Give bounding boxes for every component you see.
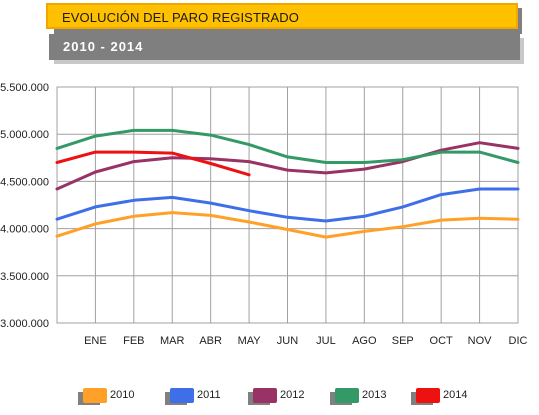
legend-symbol xyxy=(83,388,107,403)
legend-label: 2013 xyxy=(362,389,387,401)
legend-label: 2014 xyxy=(443,389,468,401)
legend-label: 2011 xyxy=(197,389,221,401)
x-tick-label: JUL xyxy=(316,335,336,347)
legend-symbol xyxy=(253,388,277,403)
series-line-2014 xyxy=(55,150,251,177)
x-tick-label: ENE xyxy=(84,335,107,347)
x-tick-label: FEB xyxy=(123,335,144,347)
legend-symbol xyxy=(170,388,194,403)
x-tick-label: ABR xyxy=(199,335,222,347)
y-tick-label: 4.500.000 xyxy=(0,176,49,188)
title-banner: EVOLUCIÓN DEL PARO REGISTRADO xyxy=(46,3,518,29)
x-tick-label: JUN xyxy=(277,335,298,347)
legend-label: 2012 xyxy=(280,389,305,401)
subtitle-banner: 2010 - 2014 xyxy=(49,34,520,60)
legend-symbol xyxy=(416,388,440,403)
x-tick-label: DIC xyxy=(509,335,528,347)
x-tick-label: MAR xyxy=(160,335,185,347)
y-tick-label: 5.000.000 xyxy=(0,129,49,141)
chart-subtitle: 2010 - 2014 xyxy=(63,39,144,54)
chart-legend: 2010 2011 2012 2013 2014 xyxy=(0,380,539,410)
y-tick-label: 4.000.000 xyxy=(0,224,49,236)
series-line-2011 xyxy=(55,187,520,223)
series-line-2010 xyxy=(55,211,520,239)
y-tick-label: 5.500.000 xyxy=(0,82,49,94)
series-line-2012 xyxy=(55,141,520,191)
x-tick-label: OCT xyxy=(430,335,454,347)
legend-label: 2010 xyxy=(110,389,135,401)
x-tick-label: MAY xyxy=(238,335,262,347)
x-tick-label: NOV xyxy=(468,335,493,347)
y-tick-label: 3.500.000 xyxy=(0,271,49,283)
legend-symbol xyxy=(335,388,359,403)
y-tick-label: 3.000.000 xyxy=(0,318,49,330)
line-chart: 3.000.000 3.500.000 4.000.000 4.500.000 5.00… xyxy=(0,82,528,347)
x-tick-label: SEP xyxy=(392,335,414,347)
series-line-2013 xyxy=(55,128,520,164)
chart-title: EVOLUCIÓN DEL PARO REGISTRADO xyxy=(62,10,299,25)
x-tick-label: AGO xyxy=(352,335,377,347)
